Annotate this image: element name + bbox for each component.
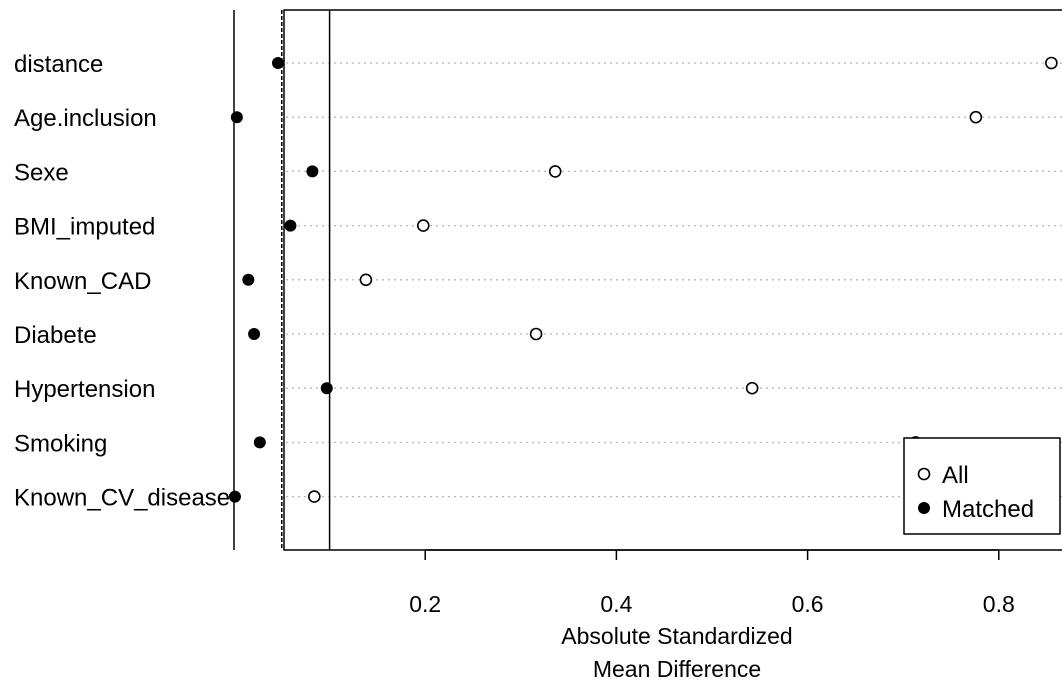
point-matched: [306, 165, 319, 178]
point-all: [969, 110, 983, 124]
point-matched: [271, 57, 284, 69]
x-axis-title-line2: Mean Difference: [593, 656, 761, 682]
reference-lines: [233, 10, 331, 550]
point-matched: [320, 382, 333, 395]
variable-label: distance: [14, 51, 103, 78]
x-axis: 0.2 0.4 0.6 0.8: [409, 549, 1015, 617]
grid-lines: [286, 62, 1062, 498]
x-tick-label: 0.2: [409, 591, 441, 617]
point-matched: [242, 273, 255, 286]
variable-label: Age.inclusion: [14, 105, 157, 132]
point-matched: [284, 219, 297, 232]
point-all: [745, 381, 759, 395]
data-points: [228, 56, 1058, 503]
legend-label-matched: Matched: [942, 496, 1034, 523]
variable-label: Hypertension: [14, 376, 155, 403]
point-all: [416, 219, 430, 232]
point-matched: [253, 436, 266, 449]
point-all: [1045, 56, 1058, 70]
variable-label: Known_CAD: [14, 268, 151, 295]
point-all: [308, 490, 321, 503]
point-matched: [230, 111, 243, 124]
legend-marker-matched: [918, 502, 930, 514]
variable-label: Diabete: [14, 322, 97, 349]
variable-label: Smoking: [14, 430, 107, 457]
variable-label: BMI_imputed: [14, 214, 155, 241]
point-all: [548, 165, 562, 178]
variable-label: Sexe: [14, 159, 69, 186]
point-all: [529, 327, 543, 341]
variable-label: Known_CV_disease: [14, 485, 230, 512]
legend-label-all: All: [942, 462, 969, 489]
x-tick-label: 0.6: [792, 591, 824, 617]
variable-labels: distance Age.inclusion Sexe BMI_imputed Know…: [14, 51, 230, 512]
point-matched: [248, 328, 261, 340]
x-tick-label: 0.8: [983, 591, 1015, 617]
legend-box: [903, 437, 1061, 535]
point-all: [359, 273, 373, 287]
legend: All Matched: [903, 437, 1061, 535]
point-matched: [228, 490, 241, 503]
x-axis-title-line1: Absolute Standardized: [561, 623, 792, 649]
legend-marker-all: [917, 467, 931, 481]
x-tick-label: 0.4: [600, 591, 632, 617]
